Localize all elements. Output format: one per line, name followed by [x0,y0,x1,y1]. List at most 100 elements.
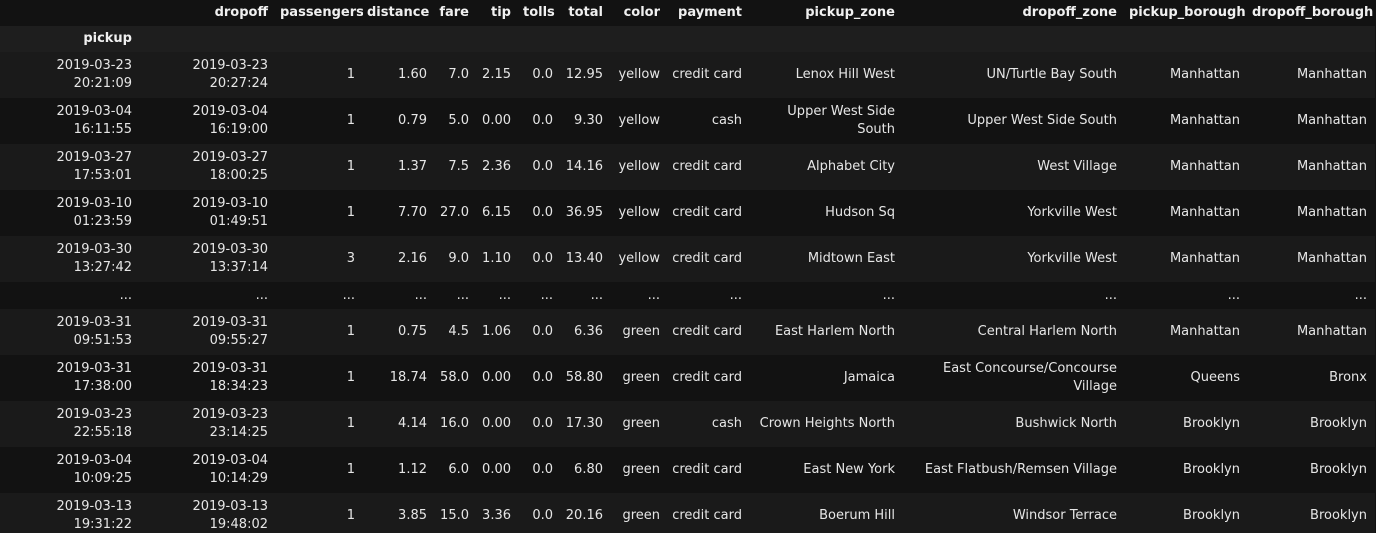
cell-dropoff-borough: Manhattan [1296,251,1367,266]
column-header: total [568,5,603,20]
cell-pickup-zone: Lenox Hill West [795,67,895,82]
index-name: pickup [83,31,132,46]
cell-color: green [622,508,660,523]
cell-dropoff-borough: Brooklyn [1310,462,1367,477]
cell-passengers: 1 [346,370,355,385]
column-header: passengers [280,5,363,20]
cell-passengers: ... [342,287,355,303]
column-header: dropoff_borough [1252,5,1374,20]
cell-total: 36.95 [565,205,603,220]
cell-passengers: 1 [346,205,355,220]
row-index: 2019-03-31 09:51:53 [56,315,132,348]
cell-pickup-zone: East Harlem North [774,324,895,339]
cell-pickup-zone: Boerum Hill [819,508,895,523]
cell-passengers: 1 [346,113,355,128]
cell-payment: credit card [672,324,742,339]
cell-dropoff: 2019-03-23 20:27:24 [192,58,268,91]
cell-payment: credit card [672,205,742,220]
cell-dropoff-borough: Manhattan [1296,113,1367,128]
table-row: 2019-03-31 17:38:00 2019-03-31 18:34:23 1 1… [0,355,1375,401]
cell-dropoff-zone: Central Harlem North [977,324,1117,339]
cell-pickup-borough: Manhattan [1169,205,1240,220]
cell-payment: ... [729,287,742,303]
cell-color: yellow [618,113,660,128]
cell-dropoff-borough: Manhattan [1296,324,1367,339]
column-header: distance [367,5,430,20]
cell-total: 14.16 [565,159,603,174]
cell-pickup-zone: Jamaica [843,370,895,385]
cell-dropoff-borough: Manhattan [1296,205,1367,220]
table-row: 2019-03-27 17:53:01 2019-03-27 18:00:25 1 1… [0,144,1375,190]
cell-fare: 7.5 [448,159,469,174]
index-name-row: pickup [0,26,1375,52]
cell-dropoff: 2019-03-30 13:37:14 [192,242,268,275]
table-row: 2019-03-13 19:31:22 2019-03-13 19:48:02 1 3… [0,493,1375,533]
cell-dropoff: 2019-03-04 10:14:29 [192,453,268,486]
cell-dropoff-zone: East Concourse/Concourse Village [942,361,1117,394]
cell-dropoff: 2019-03-23 23:14:25 [192,407,268,440]
cell-total: 12.95 [565,67,603,82]
cell-fare: 6.0 [448,462,469,477]
cell-pickup-borough: Brooklyn [1183,416,1240,431]
cell-dropoff: 2019-03-13 19:48:02 [192,499,268,532]
cell-tip: 1.06 [482,324,511,339]
table-body: 2019-03-23 20:21:09 2019-03-23 20:27:24 1 1… [0,52,1375,533]
row-index: 2019-03-27 17:53:01 [56,150,132,183]
table-row: 2019-03-23 20:21:09 2019-03-23 20:27:24 1 1… [0,52,1375,98]
cell-dropoff-zone: ... [1104,287,1117,303]
index-corner [0,0,140,26]
cell-tolls: 0.0 [532,462,553,477]
cell-tolls: ... [540,287,553,303]
cell-fare: 16.0 [440,416,469,431]
cell-dropoff: 2019-03-04 16:19:00 [192,104,268,137]
cell-color: yellow [618,67,660,82]
cell-dropoff-zone: East Flatbush/Remsen Village [924,462,1117,477]
cell-tip: 2.36 [482,159,511,174]
cell-dropoff-borough: Bronx [1329,370,1367,385]
cell-total: 9.30 [574,113,603,128]
row-index: 2019-03-13 19:31:22 [56,499,132,532]
cell-fare: 58.0 [440,370,469,385]
cell-dropoff: ... [255,287,268,303]
cell-tolls: 0.0 [532,113,553,128]
row-index: 2019-03-23 20:21:09 [56,58,132,91]
cell-distance: 3.85 [398,508,427,523]
cell-fare: 4.5 [448,324,469,339]
table-row: 2019-03-23 22:55:18 2019-03-23 23:14:25 1 4… [0,401,1375,447]
cell-total: 58.80 [565,370,603,385]
cell-total: ... [590,287,603,303]
cell-fare: ... [456,287,469,303]
cell-total: 17.30 [565,416,603,431]
cell-dropoff-borough: Brooklyn [1310,416,1367,431]
cell-tolls: 0.0 [532,67,553,82]
cell-color: green [622,324,660,339]
cell-tolls: 0.0 [532,205,553,220]
cell-payment: credit card [672,159,742,174]
cell-total: 13.40 [565,251,603,266]
cell-tolls: 0.0 [532,159,553,174]
cell-tip: 0.00 [482,416,511,431]
cell-dropoff-borough: Manhattan [1296,159,1367,174]
column-header: tolls [523,5,555,20]
cell-distance: 1.37 [398,159,427,174]
cell-pickup-borough: ... [1227,287,1240,303]
row-index: 2019-03-30 13:27:42 [56,242,132,275]
column-header-row: dropoff passengers distance fare tip tol… [0,0,1375,26]
cell-payment: credit card [672,462,742,477]
cell-tip: 0.00 [482,370,511,385]
cell-dropoff: 2019-03-10 01:49:51 [192,196,268,229]
cell-fare: 9.0 [448,251,469,266]
cell-pickup-borough: Brooklyn [1183,462,1240,477]
cell-dropoff: 2019-03-27 18:00:25 [192,150,268,183]
cell-dropoff-borough: Manhattan [1296,67,1367,82]
cell-pickup-zone: Alphabet City [807,159,895,174]
cell-dropoff-zone: Bushwick North [1015,416,1117,431]
cell-payment: credit card [672,67,742,82]
cell-dropoff-zone: Yorkville West [1027,251,1117,266]
column-header: pickup_zone [805,5,895,20]
cell-passengers: 1 [346,67,355,82]
cell-color: green [622,462,660,477]
cell-pickup-borough: Manhattan [1169,67,1240,82]
cell-fare: 27.0 [440,205,469,220]
cell-dropoff: 2019-03-31 18:34:23 [192,361,268,394]
